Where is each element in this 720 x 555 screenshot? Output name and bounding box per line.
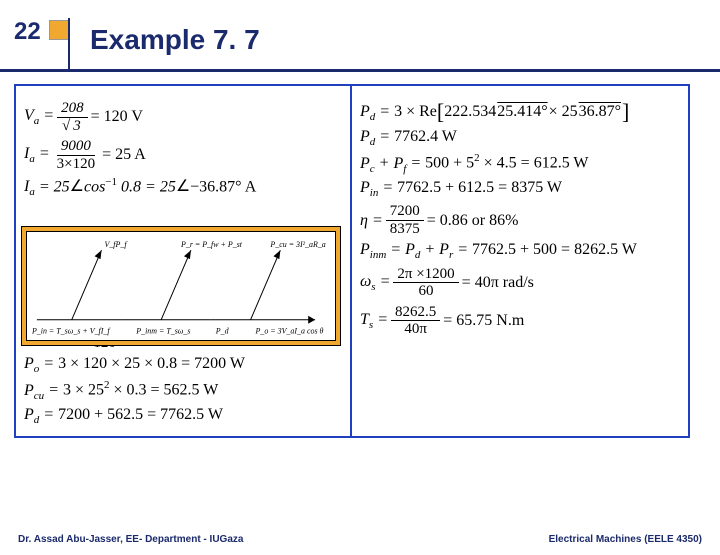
- eq-Pd-left: Pd = 7200 + 562.5 = 7762.5 W: [24, 406, 342, 426]
- power-flow-diagram: V_fP_f P_r = P_fw + P_st P_cu = 3I²_aR_a…: [21, 226, 341, 346]
- accent-square: [49, 20, 69, 40]
- page-number-box: 22: [10, 18, 69, 46]
- eq-Po: Po = 3 × 120 × 25 × 0.8 = 7200 W: [24, 355, 342, 375]
- eq-Pcu: Pcu = 3 × 252 × 0.3 = 562.5 W: [24, 379, 342, 402]
- svg-text:P_r = P_fw + P_st: P_r = P_fw + P_st: [180, 240, 243, 249]
- svg-text:P_in = T_sω_s + V_fI_f: P_in = T_sω_s + V_fI_f: [31, 327, 111, 336]
- eq-Ia: Ia = 9000 3×120 = 25 A: [24, 138, 342, 172]
- diagram-inner: V_fP_f P_r = P_fw + P_st P_cu = 3I²_aR_a…: [26, 231, 336, 341]
- eq-Pinm: Pinm = Pd + Pr = 7762.5 + 500 = 8262.5 W: [360, 241, 680, 261]
- page-number: 22: [10, 18, 45, 46]
- footer-left: Dr. Assad Abu-Jasser, EE- Department - I…: [18, 534, 243, 545]
- eq-omega: ωs = 2π ×1200 60 = 40π rad/s: [360, 266, 680, 300]
- eq-Ts: Ts = 8262.5 40π = 65.75 N.m: [360, 304, 680, 338]
- eq-eta: η = 7200 8375 = 0.86 or 86%: [360, 203, 680, 237]
- svg-text:V_fP_f: V_fP_f: [104, 240, 128, 249]
- eq-Ia-phasor: Ia = 25cos−1 0.8 = 25−36.87° A: [24, 176, 342, 199]
- footer-right: Electrical Machines (EELE 4350): [549, 534, 702, 545]
- svg-text:P_o = 3V_aI_a cos θ: P_o = 3V_aI_a cos θ: [255, 327, 324, 336]
- right-column: Pd = 3 × Re[222.53425.414°× 2536.87°] Pd…: [352, 84, 690, 438]
- slide-title: Example 7. 7: [90, 24, 260, 56]
- svg-text:P_cu = 3I²_aR_a: P_cu = 3I²_aR_a: [269, 240, 325, 249]
- eq-Pin: Pin = 7762.5 + 612.5 = 8375 W: [360, 179, 680, 199]
- eq-Va: Va = 208 3 = 120 V: [24, 100, 342, 134]
- content-area: Va = 208 3 = 120 V Ia = 9000 3×120 = 25 …: [0, 72, 720, 448]
- svg-text:P_inm = T_sω_s: P_inm = T_sω_s: [135, 327, 190, 336]
- slide-header: 22 Example 7. 7: [0, 0, 720, 72]
- eq-Pd-Re: Pd = 3 × Re[222.53425.414°× 2536.87°]: [360, 100, 680, 124]
- footer: Dr. Assad Abu-Jasser, EE- Department - I…: [0, 534, 720, 545]
- eq-Pd-val: Pd = 7762.4 W: [360, 128, 680, 148]
- left-column: Va = 208 3 = 120 V Ia = 9000 3×120 = 25 …: [14, 84, 352, 438]
- header-divider: [68, 18, 70, 70]
- eq-PcPf: Pc + Pf = 500 + 52 × 4.5 = 612.5 W: [360, 152, 680, 175]
- svg-text:P_d: P_d: [215, 327, 229, 336]
